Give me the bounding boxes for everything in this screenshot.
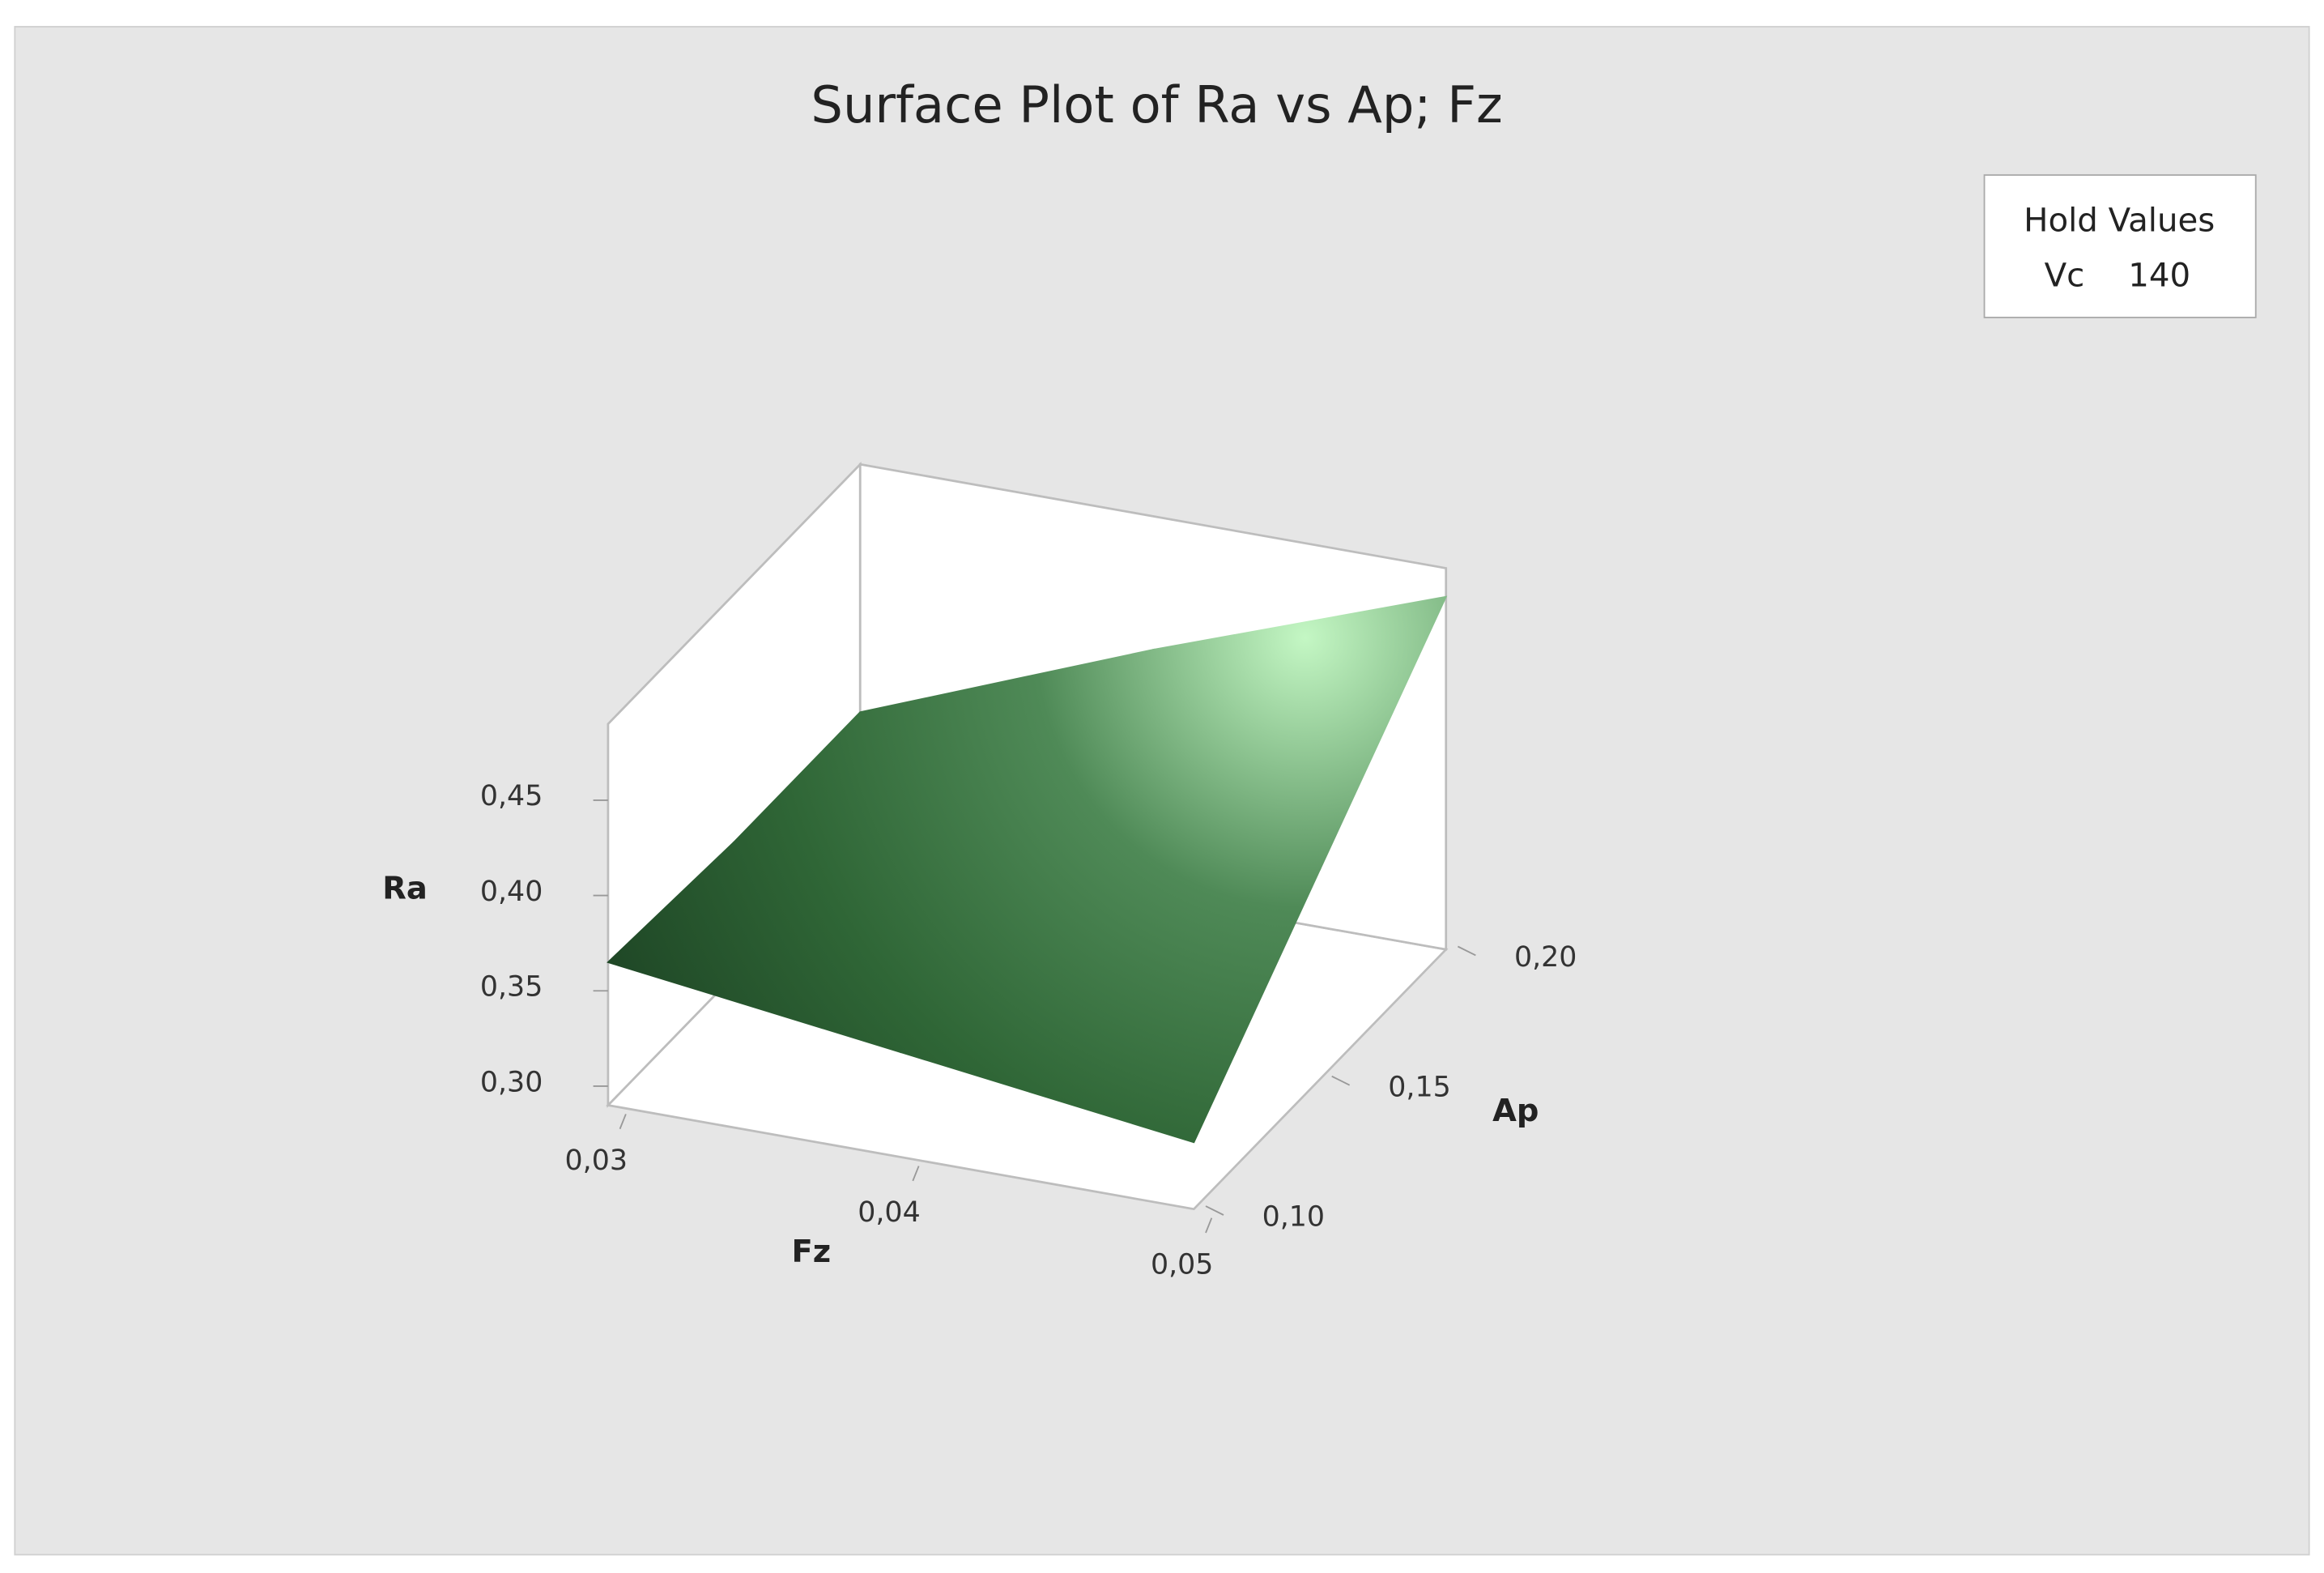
x-tick (912, 1166, 920, 1182)
y-axis-label: Ap (1492, 1093, 1539, 1129)
z-axis-label: Ra (382, 870, 428, 906)
x-axis-label: Fz (792, 1234, 832, 1270)
x-tick (1205, 1217, 1213, 1234)
y-tick-label: 0,20 (1514, 941, 1577, 974)
chart-title: Surface Plot of Ra vs Ap; Fz (811, 75, 1502, 134)
x-tick-label: 0,04 (858, 1196, 920, 1229)
y-tick (1457, 945, 1476, 957)
hold-name: Vc (2045, 256, 2085, 294)
x-tick (619, 1114, 627, 1130)
x-tick-label: 0,05 (1151, 1248, 1213, 1281)
z-tick-label: 0,45 (480, 780, 543, 812)
y-tick-label: 0,15 (1388, 1071, 1450, 1103)
surface-cell (900, 855, 1322, 1144)
z-tick-label: 0,40 (480, 876, 543, 908)
y-tick-label: 0,10 (1262, 1201, 1325, 1234)
hold-value: 140 (2128, 256, 2190, 294)
z-tick-label: 0,35 (480, 971, 543, 1004)
y-tick (1205, 1205, 1224, 1216)
hold-box (1983, 174, 2257, 318)
x-tick-label: 0,03 (565, 1145, 628, 1177)
hold-title: Hold Values (2024, 202, 2215, 240)
y-tick (1331, 1075, 1351, 1086)
z-tick-label: 0,30 (480, 1066, 543, 1098)
plot-root: Surface Plot of Ra vs Ap; Fz Hold Values… (14, 26, 2310, 1556)
